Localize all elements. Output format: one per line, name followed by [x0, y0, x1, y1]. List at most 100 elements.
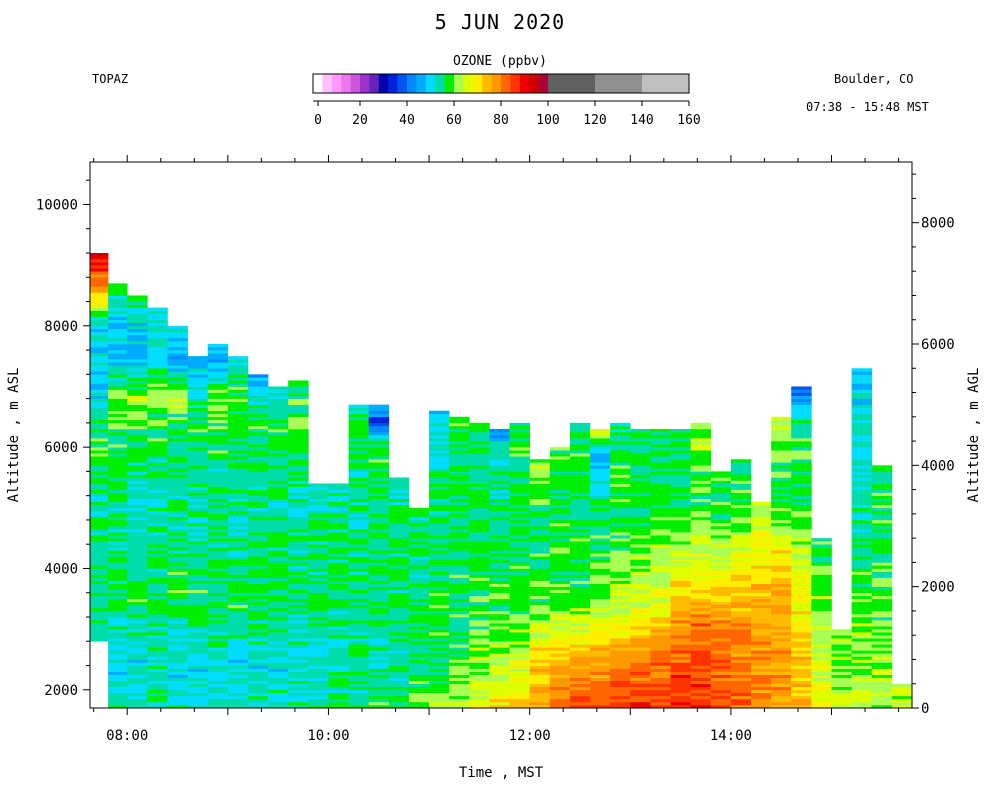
ozone-cell: [730, 613, 752, 618]
ozone-cell: [871, 686, 893, 691]
ozone-cell: [569, 686, 591, 691]
ozone-cell: [871, 638, 893, 642]
ozone-cell: [449, 474, 470, 478]
ozone-cell: [90, 592, 109, 597]
ozone-cell: [610, 574, 631, 578]
ozone-cell: [167, 477, 188, 481]
ozone-cell: [247, 635, 269, 639]
ozone-cell: [90, 404, 109, 408]
ozone-cell: [751, 695, 772, 700]
ozone-cell: [247, 535, 269, 539]
axes: 08:00 10:00 12:00 14:0020004000600080001000…: [6, 155, 982, 781]
ozone-cell: [108, 680, 128, 685]
ozone-cell: [590, 468, 611, 472]
ozone-cell: [187, 459, 209, 463]
ozone-cell: [851, 395, 873, 399]
ozone-cell: [851, 632, 873, 636]
ozone-cell: [268, 704, 289, 709]
ozone-cell: [710, 577, 732, 581]
ozone-cell: [569, 553, 591, 557]
ozone-cell: [791, 410, 812, 415]
ozone-cell: [288, 623, 309, 627]
ozone-cell: [429, 686, 450, 691]
ozone-cell: [670, 610, 691, 615]
ozone-cell: [167, 471, 188, 475]
ozone-cell: [891, 704, 913, 709]
ozone-cell: [811, 538, 832, 542]
ozone-cell: [127, 483, 148, 487]
ozone-cell: [610, 701, 631, 706]
ozone-cell: [247, 435, 269, 439]
ozone-cell: [771, 644, 792, 648]
ozone-cell: [247, 689, 269, 694]
ozone-cell: [610, 586, 631, 590]
ozone-cell: [268, 459, 289, 463]
ozone-cell: [388, 495, 410, 499]
ozone-cell: [569, 504, 591, 509]
ozone-cell: [187, 562, 209, 566]
ozone-cell: [288, 677, 309, 681]
ozone-cell: [328, 674, 349, 678]
ozone-cell: [90, 468, 109, 472]
ozone-cell: [429, 559, 450, 563]
ozone-cell: [590, 559, 611, 563]
ozone-cell: [529, 604, 551, 609]
ozone-cell: [509, 665, 530, 669]
ozone-cell: [167, 431, 188, 436]
ozone-cell: [288, 507, 309, 512]
ozone-cell: [670, 471, 691, 475]
ozone-cell: [328, 650, 349, 654]
ozone-cell: [147, 398, 168, 402]
ozone-cell: [650, 598, 671, 603]
ozone-cell: [509, 674, 530, 678]
ozone-cell: [670, 510, 691, 515]
ozone-cell: [429, 629, 450, 633]
ozone-cell: [147, 416, 168, 421]
ozone-cell: [469, 607, 490, 612]
ozone-cell: [529, 577, 551, 581]
ozone-cell: [108, 350, 128, 354]
ozone-cell: [710, 692, 732, 697]
ozone-cell: [730, 471, 752, 475]
ozone-cell: [348, 462, 369, 466]
ozone-cell: [308, 698, 329, 703]
ozone-cell: [268, 468, 289, 472]
ozone-cell: [408, 698, 430, 703]
y-tick-label-right: 2000: [921, 580, 955, 596]
ozone-cell: [388, 692, 410, 697]
ozone-cell: [147, 698, 168, 703]
ozone-cell: [831, 695, 852, 700]
ozone-cell: [489, 474, 510, 478]
ozone-cell: [549, 598, 571, 603]
ozone-cell: [308, 677, 329, 681]
ozone-cell: [710, 632, 732, 636]
ozone-cell: [247, 410, 269, 415]
ozone-cell: [469, 689, 490, 694]
ozone-cell: [529, 535, 551, 539]
ozone-cell: [489, 665, 510, 669]
ozone-cell: [388, 659, 410, 663]
ozone-cell: [147, 389, 168, 393]
ozone-cell: [831, 641, 852, 645]
ozone-cell: [650, 668, 671, 672]
ozone-cell: [368, 438, 390, 442]
ozone-cell: [871, 671, 893, 675]
ozone-cell: [227, 538, 249, 542]
ozone-cell: [751, 592, 772, 597]
ozone-cell: [670, 438, 691, 442]
ozone-cell: [187, 607, 209, 612]
ozone-cell: [811, 559, 832, 563]
ozone-cell: [851, 398, 873, 402]
ozone-cell: [630, 477, 651, 481]
ozone-cell: [328, 553, 349, 557]
ozone-cell: [90, 413, 109, 418]
ozone-cell: [650, 620, 671, 624]
location-label: Boulder, CO: [834, 72, 914, 86]
ozone-cell: [871, 595, 893, 600]
ozone-cell: [670, 674, 691, 678]
ozone-cell: [791, 592, 812, 597]
ozone-cell: [268, 556, 289, 560]
ozone-cell: [811, 638, 832, 642]
ozone-cell: [127, 350, 148, 354]
ozone-cell: [247, 456, 269, 460]
